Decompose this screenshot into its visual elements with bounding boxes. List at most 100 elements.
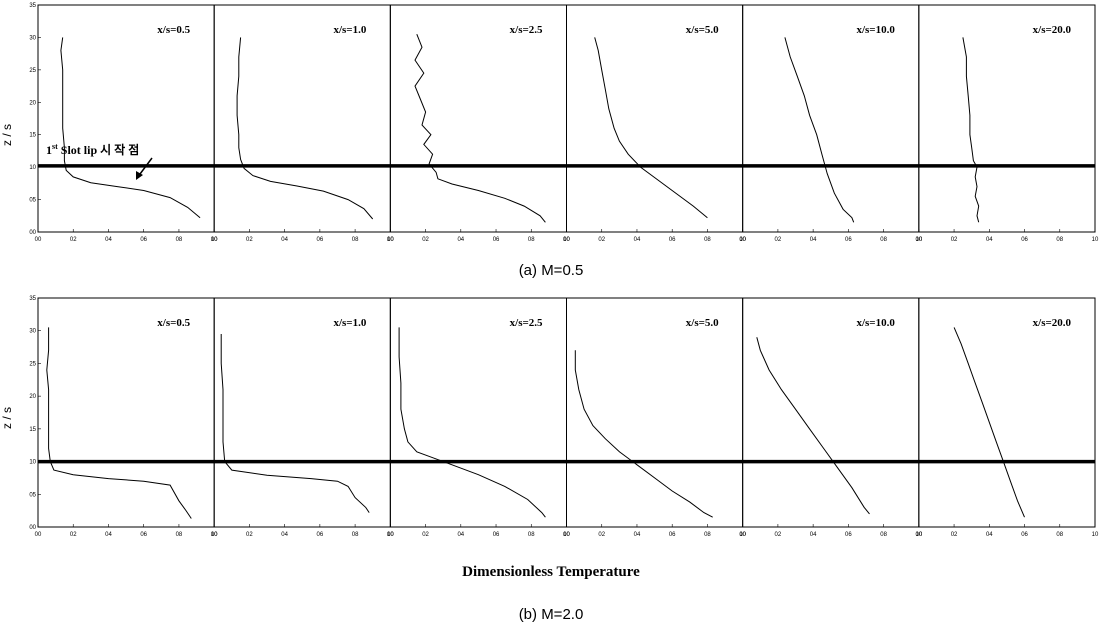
panel-b-1: 00 02 04 06 08 10 x/s=1.0 xyxy=(211,297,394,538)
x-tick-label: 10 xyxy=(915,237,922,243)
x-tick-label: 02 xyxy=(598,532,605,538)
x-tick-label: 02 xyxy=(598,237,605,243)
panel-label: x/s=2.5 xyxy=(510,24,543,36)
x-tick-label: 04 xyxy=(810,532,817,538)
y-tick-label-b-2: 10 xyxy=(29,460,36,466)
panel-frame xyxy=(918,297,1096,528)
panel-a-2: 00 02 04 06 08 10 x/s=2.5 xyxy=(387,4,570,243)
x-tick-label: 08 xyxy=(352,532,359,538)
temperature-profile-line xyxy=(414,34,546,223)
x-tick-label: 08 xyxy=(528,237,535,243)
x-tick-label: 10 xyxy=(211,237,218,243)
temperature-profile-line xyxy=(784,37,855,223)
temperature-profile-line xyxy=(46,327,192,519)
panel-b-4: 00 02 04 06 08 10 x/s=10.0 xyxy=(739,297,923,538)
x-tick-label: 04 xyxy=(105,532,112,538)
y-tick-label-b-3: 15 xyxy=(29,427,36,433)
x-tick-label: 02 xyxy=(422,237,429,243)
y-tick-label-a-2: 10 xyxy=(29,165,36,171)
temperature-profile-line xyxy=(594,37,708,219)
x-tick-label: 02 xyxy=(775,532,782,538)
y-axis-title-a: z / s xyxy=(0,124,14,146)
x-tick-label: 08 xyxy=(704,237,711,243)
y-tick-label-a-5: 25 xyxy=(29,68,36,74)
panel-label: x/s=20.0 xyxy=(1033,317,1072,329)
panel-a-4: 00 02 04 06 08 10 x/s=10.0 xyxy=(739,4,923,243)
x-tick-label: 08 xyxy=(880,237,887,243)
annotation-arrow-head xyxy=(136,171,143,180)
x-tick-label: 10 xyxy=(563,532,570,538)
temperature-profile-line xyxy=(398,327,546,518)
panel-a-1: 00 02 04 06 08 10 x/s=1.0 xyxy=(211,4,394,243)
annotation-text-2: Slot lip 시 작 점 xyxy=(58,142,139,157)
panel-frame xyxy=(918,4,1096,233)
x-tick-label: 08 xyxy=(704,532,711,538)
panel-frame xyxy=(37,297,215,528)
panel-frame xyxy=(742,4,920,233)
x-tick-label: 00 xyxy=(387,237,394,243)
slot-lip-annotation: 1st Slot lip 시 작 점 xyxy=(46,142,153,180)
x-tick-label: 00 xyxy=(387,532,394,538)
x-tick-label: 08 xyxy=(352,237,359,243)
x-tick-label: 06 xyxy=(317,532,324,538)
x-tick-label: 10 xyxy=(739,237,746,243)
y-tick-label-a-3: 15 xyxy=(29,133,36,139)
x-tick-label: 00 xyxy=(739,532,746,538)
x-tick-label: 04 xyxy=(457,237,464,243)
x-tick-label: 04 xyxy=(986,237,993,243)
panel-frame xyxy=(742,297,920,528)
x-tick-label: 08 xyxy=(1056,237,1063,243)
caption-a: (a) M=0.5 xyxy=(519,262,584,279)
y-tick-label-b-0: 00 xyxy=(29,525,36,531)
panel-label: x/s=1.0 xyxy=(333,24,366,36)
x-tick-label: 00 xyxy=(915,237,922,243)
x-tick-label: 04 xyxy=(457,532,464,538)
panel-label: x/s=2.5 xyxy=(510,317,543,329)
panel-label: x/s=20.0 xyxy=(1033,24,1072,36)
panel-label: x/s=0.5 xyxy=(157,24,190,36)
temperature-profile-line xyxy=(953,327,1025,518)
x-tick-label: 06 xyxy=(1021,237,1028,243)
x-tick-label: 00 xyxy=(739,237,746,243)
panel-label: x/s=0.5 xyxy=(157,317,190,329)
x-tick-label: 10 xyxy=(1092,237,1099,243)
x-tick-label: 08 xyxy=(176,237,183,243)
x-tick-label: 08 xyxy=(528,532,535,538)
panel-frame xyxy=(566,297,744,528)
x-tick-label: 04 xyxy=(810,237,817,243)
svg-text:1st Slot lip 시 작 점: 1st Slot lip 시 작 점 xyxy=(46,142,139,157)
panel-label: x/s=5.0 xyxy=(686,317,719,329)
panel-b-2: 00 02 04 06 08 10 x/s=2.5 xyxy=(387,297,570,538)
x-tick-label: 00 xyxy=(563,237,570,243)
x-tick-label: 02 xyxy=(246,237,253,243)
x-tick-label: 10 xyxy=(387,237,394,243)
y-tick-label-a-7: 35 xyxy=(29,3,36,9)
x-tick-label: 10 xyxy=(915,532,922,538)
x-tick-label: 00 xyxy=(915,532,922,538)
y-tick-label-a-1: 05 xyxy=(29,198,36,204)
x-tick-label: 02 xyxy=(246,532,253,538)
x-tick-label: 10 xyxy=(1092,532,1099,538)
panel-b-0: 00 02 04 06 08 10 x/s=0.5 xyxy=(35,297,218,538)
x-tick-label: 06 xyxy=(140,237,147,243)
x-tick-label: 00 xyxy=(35,532,42,538)
annotation-arrow-line xyxy=(139,157,153,175)
x-tick-label: 06 xyxy=(845,237,852,243)
x-tick-label: 00 xyxy=(35,237,42,243)
x-tick-label: 06 xyxy=(845,532,852,538)
x-tick-label: 06 xyxy=(669,532,676,538)
y-tick-label-a-6: 30 xyxy=(29,35,36,41)
y-axis-title-b: z / s xyxy=(0,407,14,429)
x-tick-label: 04 xyxy=(634,532,641,538)
caption-b: (b) M=2.0 xyxy=(519,606,584,623)
panel-frame xyxy=(389,297,568,528)
panel-frame xyxy=(566,4,744,233)
x-tick-label: 04 xyxy=(986,532,993,538)
y-tick-label-b-7: 35 xyxy=(29,296,36,302)
temperature-profile-line xyxy=(574,350,713,518)
panel-frame xyxy=(37,4,215,233)
x-tick-label: 02 xyxy=(422,532,429,538)
x-tick-label: 02 xyxy=(70,532,77,538)
